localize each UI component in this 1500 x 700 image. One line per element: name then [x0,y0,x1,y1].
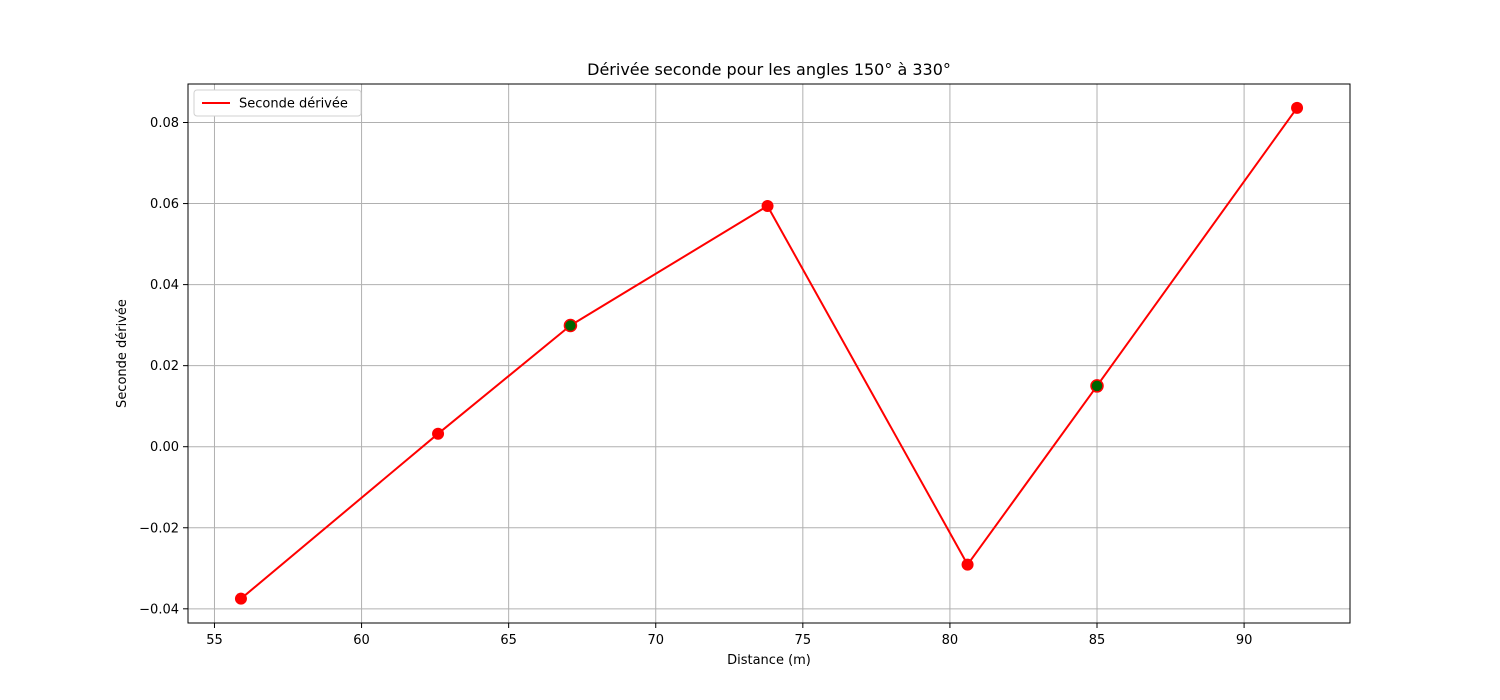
series-layer [234,101,1304,605]
x-tick-label: 85 [1089,633,1106,648]
legend-box [193,89,362,117]
y-tick-label: 0.00 [150,440,179,455]
data-point-marker [961,558,974,571]
data-point-marker [432,427,445,440]
legend-label: Seconde dérivée [239,97,348,112]
x-tick-label: 70 [647,633,664,648]
x-tick-label: 75 [795,633,812,648]
x-axis: 55 60 65 70 75 80 85 90 [206,623,1252,648]
y-tick-label: 0.08 [150,116,179,131]
x-tick-label: 80 [942,633,959,648]
data-point-marker [234,592,247,605]
data-point-marker-green [563,318,578,333]
legend: Seconde dérivée [193,89,362,117]
x-tick-label: 60 [353,633,370,648]
data-point-marker-green [1090,379,1104,393]
y-tick-label: −0.02 [139,521,179,536]
x-tick-label: 65 [500,633,517,648]
x-tick-label: 55 [206,633,223,648]
x-tick-label: 90 [1236,633,1253,648]
y-tick-label: 0.04 [150,278,179,293]
x-axis-label: Distance (m) [727,653,811,668]
y-tick-label: −0.04 [139,602,179,617]
chart-title: Dérivée seconde pour les angles 150° à 3… [587,60,951,79]
data-point-marker [1291,101,1304,114]
plot-frame [187,83,1351,624]
y-axis: −0.04 −0.02 0.00 0.02 0.04 0.06 0.08 [139,116,188,617]
y-tick-label: 0.02 [150,359,179,374]
y-axis-label: Seconde dérivée [115,299,130,408]
data-point-marker [761,199,774,212]
y-tick-label: 0.06 [150,197,179,212]
